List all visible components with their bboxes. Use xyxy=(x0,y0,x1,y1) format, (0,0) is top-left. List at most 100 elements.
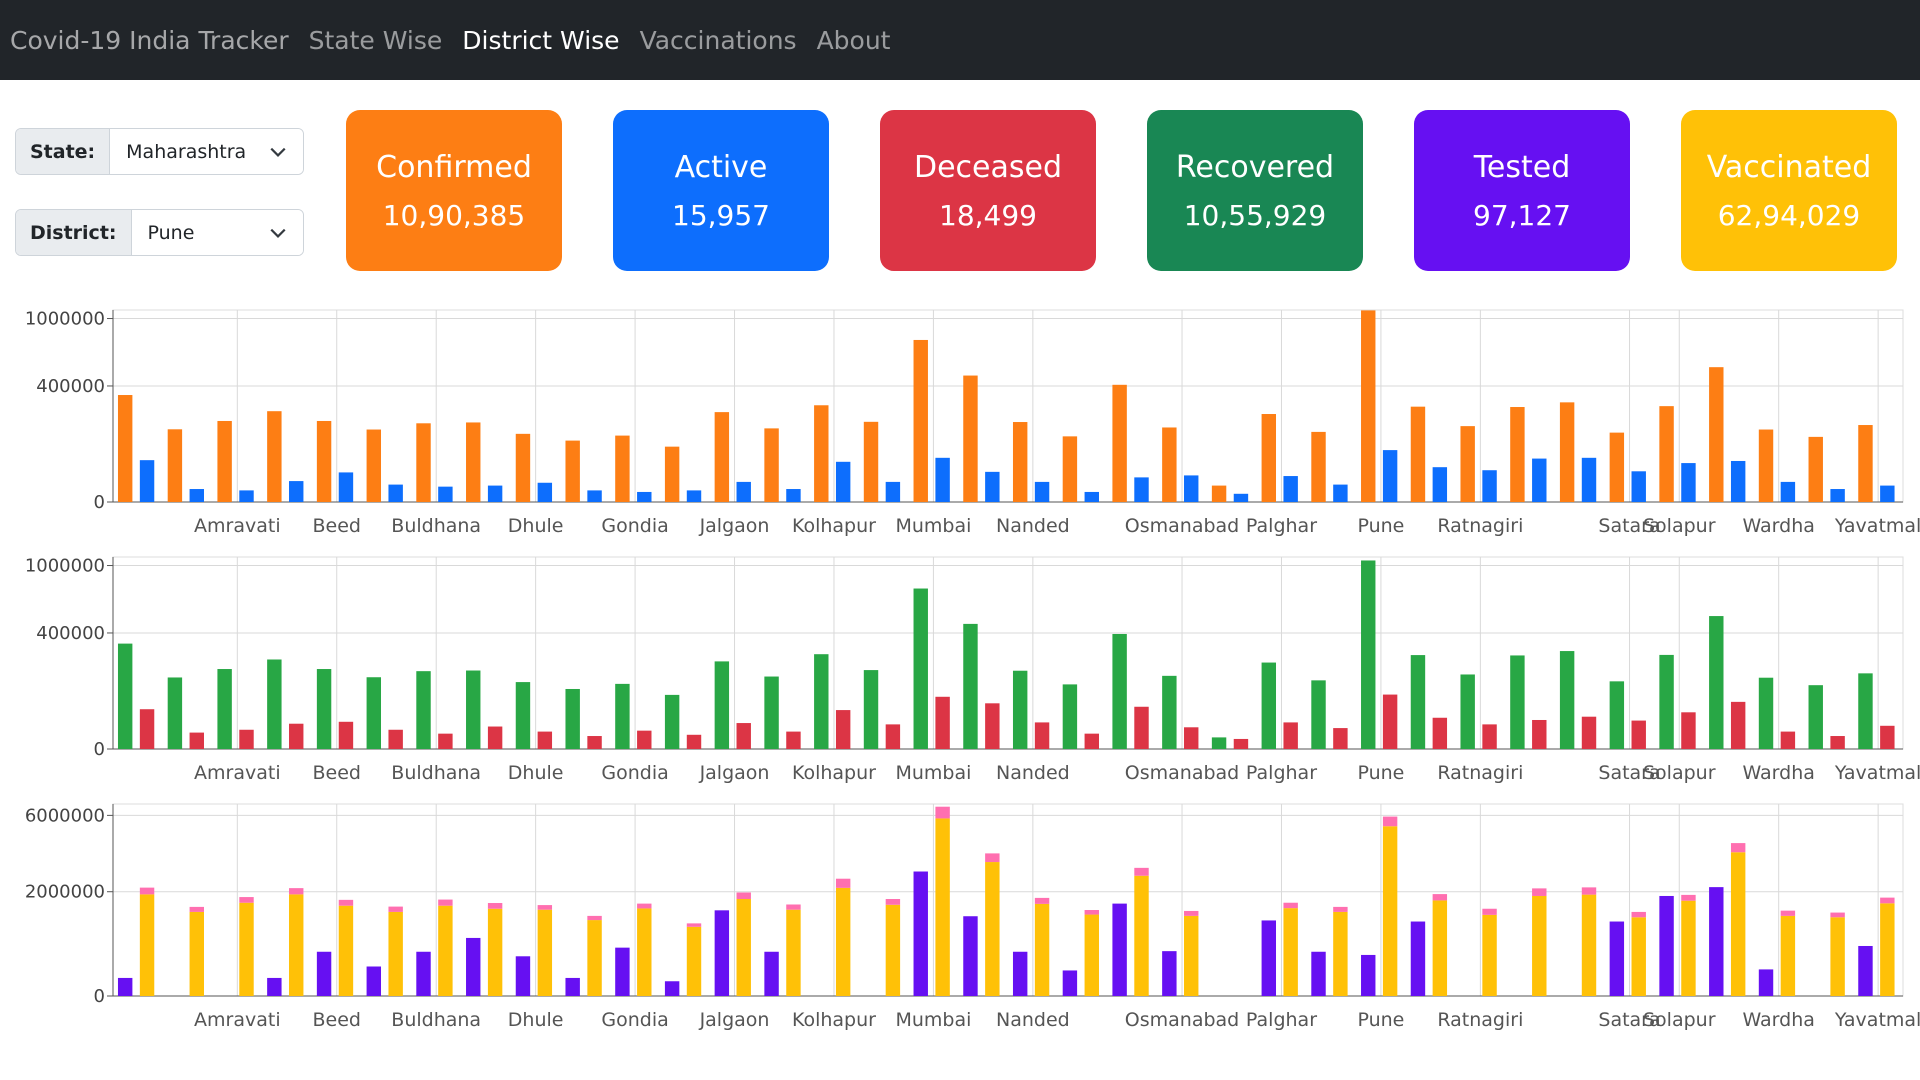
bar-confirmed[interactable] xyxy=(1758,429,1774,502)
bar-vaccinated-top[interactable] xyxy=(487,903,503,909)
bar-deceased[interactable] xyxy=(1730,701,1746,749)
bar-active[interactable] xyxy=(587,490,602,502)
bar-active[interactable] xyxy=(487,485,503,502)
bar-tested[interactable] xyxy=(1062,970,1078,996)
bar-vaccinated-top[interactable] xyxy=(1681,894,1696,901)
bar-tested[interactable] xyxy=(714,910,730,996)
bar-tested[interactable] xyxy=(515,956,531,996)
bar-recovered[interactable] xyxy=(863,670,879,749)
bar-vaccinated-base[interactable] xyxy=(1681,900,1696,996)
bar-vaccinated-top[interactable] xyxy=(1532,888,1547,896)
bar-confirmed[interactable] xyxy=(863,421,879,502)
bar-confirmed[interactable] xyxy=(1808,436,1823,502)
bar-vaccinated-base[interactable] xyxy=(537,909,553,996)
bar-vaccinated-top[interactable] xyxy=(935,806,950,819)
bar-confirmed[interactable] xyxy=(1062,436,1078,502)
bar-recovered[interactable] xyxy=(117,643,133,749)
bar-confirmed[interactable] xyxy=(117,395,133,502)
nav-district-wise[interactable]: District Wise xyxy=(462,25,620,55)
bar-vaccinated-base[interactable] xyxy=(1134,875,1149,996)
bar-recovered[interactable] xyxy=(167,677,183,749)
bar-active[interactable] xyxy=(189,489,204,502)
nav-about[interactable]: About xyxy=(816,25,891,55)
bar-tested[interactable] xyxy=(764,951,779,996)
bar-deceased[interactable] xyxy=(1333,728,1348,749)
bar-tested[interactable] xyxy=(267,977,282,996)
bar-deceased[interactable] xyxy=(835,710,851,749)
bar-vaccinated-top[interactable] xyxy=(239,897,254,903)
bar-active[interactable] xyxy=(1730,460,1746,502)
bar-vaccinated-base[interactable] xyxy=(189,911,204,996)
bar-tested[interactable] xyxy=(416,951,431,996)
bar-vaccinated-base[interactable] xyxy=(139,894,155,996)
bar-active[interactable] xyxy=(1631,471,1646,502)
bar-tested[interactable] xyxy=(1162,951,1177,996)
bar-vaccinated-base[interactable] xyxy=(835,887,851,996)
bar-tested[interactable] xyxy=(316,951,332,996)
bar-deceased[interactable] xyxy=(1780,731,1796,749)
bar-recovered[interactable] xyxy=(1410,655,1426,749)
bar-vaccinated-base[interactable] xyxy=(1283,908,1298,996)
bar-vaccinated-top[interactable] xyxy=(1482,908,1497,915)
bar-recovered[interactable] xyxy=(1808,685,1823,749)
bar-confirmed[interactable] xyxy=(1659,406,1674,502)
bar-tested[interactable] xyxy=(1758,969,1774,996)
bar-deceased[interactable] xyxy=(885,724,901,749)
bar-deceased[interactable] xyxy=(1184,727,1199,749)
bar-vaccinated-base[interactable] xyxy=(1084,914,1099,996)
bar-recovered[interactable] xyxy=(963,623,978,749)
bar-active[interactable] xyxy=(1333,484,1348,502)
bar-vaccinated-base[interactable] xyxy=(1333,911,1348,996)
bar-confirmed[interactable] xyxy=(764,428,779,502)
bar-vaccinated-base[interactable] xyxy=(388,911,403,996)
bar-confirmed[interactable] xyxy=(1858,425,1873,502)
bar-confirmed[interactable] xyxy=(1460,426,1475,502)
bar-confirmed[interactable] xyxy=(913,339,928,502)
bar-deceased[interactable] xyxy=(1581,716,1597,749)
bar-confirmed[interactable] xyxy=(1410,406,1426,502)
bar-deceased[interactable] xyxy=(1532,719,1547,749)
bar-recovered[interactable] xyxy=(664,694,680,749)
bar-recovered[interactable] xyxy=(1062,684,1078,749)
bar-confirmed[interactable] xyxy=(714,412,730,502)
bar-vaccinated-top[interactable] xyxy=(388,906,403,912)
bar-tested[interactable] xyxy=(366,966,382,996)
bar-vaccinated-top[interactable] xyxy=(189,906,204,912)
bar-deceased[interactable] xyxy=(1830,736,1845,749)
bar-vaccinated-top[interactable] xyxy=(885,899,901,905)
bar-tested[interactable] xyxy=(913,871,928,996)
bar-active[interactable] xyxy=(985,471,1000,502)
bar-deceased[interactable] xyxy=(1631,720,1646,749)
bar-vaccinated-top[interactable] xyxy=(139,887,155,895)
district-select[interactable]: Pune xyxy=(131,210,303,255)
bar-vaccinated-top[interactable] xyxy=(289,888,304,895)
bar-vaccinated-base[interactable] xyxy=(786,909,801,996)
bar-confirmed[interactable] xyxy=(664,446,680,502)
bar-confirmed[interactable] xyxy=(814,405,829,502)
bar-deceased[interactable] xyxy=(1034,722,1050,749)
bar-deceased[interactable] xyxy=(139,709,155,749)
bar-vaccinated-base[interactable] xyxy=(338,905,354,996)
bar-confirmed[interactable] xyxy=(1709,367,1724,502)
bar-tested[interactable] xyxy=(1709,887,1724,996)
bar-recovered[interactable] xyxy=(565,688,580,749)
bar-vaccinated-base[interactable] xyxy=(1482,914,1497,996)
bar-deceased[interactable] xyxy=(537,731,553,749)
bar-deceased[interactable] xyxy=(1681,712,1696,749)
bar-vaccinated-base[interactable] xyxy=(1780,915,1796,996)
bar-confirmed[interactable] xyxy=(963,375,978,502)
bar-tested[interactable] xyxy=(1112,903,1127,996)
bar-active[interactable] xyxy=(1532,458,1547,502)
bar-confirmed[interactable] xyxy=(1609,432,1625,502)
bar-active[interactable] xyxy=(786,489,801,502)
bar-recovered[interactable] xyxy=(764,676,779,749)
bar-deceased[interactable] xyxy=(686,734,702,749)
bar-recovered[interactable] xyxy=(814,654,829,749)
bar-confirmed[interactable] xyxy=(366,429,382,502)
bar-active[interactable] xyxy=(686,490,702,502)
bar-deceased[interactable] xyxy=(1880,725,1895,749)
bar-active[interactable] xyxy=(537,482,553,502)
bar-tested[interactable] xyxy=(963,916,978,996)
bar-vaccinated-top[interactable] xyxy=(835,878,851,888)
nav-state-wise[interactable]: State Wise xyxy=(308,25,443,55)
